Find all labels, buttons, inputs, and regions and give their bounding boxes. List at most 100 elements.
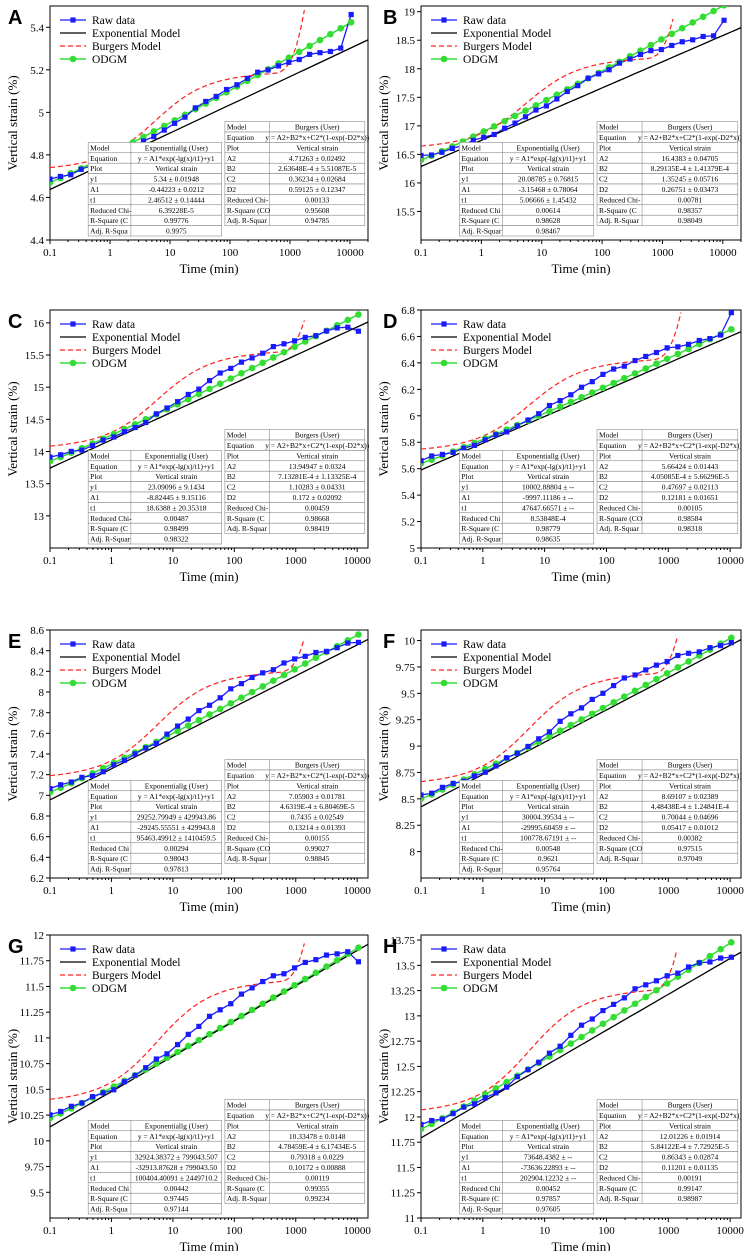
legend-raw-marker	[70, 321, 76, 327]
table-key: B2	[227, 1142, 236, 1151]
table-key: Adj. R-Squar	[461, 865, 502, 874]
table-key: Adj. R-Squar	[90, 865, 131, 874]
x-tick-label: 1000	[657, 555, 680, 567]
table-key: R-Square (CO	[599, 844, 643, 853]
table-value: 10002.88804 ± --	[522, 483, 575, 492]
table-value: 0.36234 ± 0.02684	[289, 175, 346, 184]
burgers-table: Model Burgers (User) Equation y = A2+B2*x+C…	[224, 429, 370, 534]
table-value: Vertical strain	[527, 164, 569, 173]
exponential-table: Model Exponentiallg (User) Equation y = A1*…	[459, 1120, 595, 1215]
odgm-point	[259, 359, 266, 367]
y-tick-label: 6.6	[30, 832, 44, 844]
table-value: Burgers (User)	[668, 1101, 713, 1110]
table-value: Vertical strain	[296, 781, 338, 790]
table-key: Model	[227, 431, 247, 440]
table-key: R-Square (C	[90, 1194, 128, 1203]
table-key: R-Square (C	[227, 514, 265, 523]
raw-data-point	[710, 33, 717, 39]
odgm-point	[184, 722, 192, 729]
table-value: 0.00155	[305, 833, 330, 842]
raw-data-point	[461, 445, 467, 451]
raw-data-point	[718, 955, 724, 961]
raw-data-point	[132, 751, 138, 757]
raw-data-point	[175, 399, 181, 405]
raw-data-point	[600, 690, 606, 696]
odgm-point	[668, 30, 676, 38]
odgm-point	[216, 1024, 224, 1032]
y-axis-label: Vertical strain (%)	[376, 75, 391, 170]
x-tick-label: 10	[164, 247, 176, 259]
exponential-table: Model Exponentiallg (User) Equation y = A1*…	[459, 142, 595, 237]
table-value: 0.05417 ± 0.01012	[662, 823, 719, 832]
table-key: A1	[461, 185, 470, 194]
odgm-point	[421, 156, 425, 164]
table-key: Model	[90, 1121, 110, 1130]
raw-data-point	[669, 42, 675, 49]
raw-data-point	[153, 411, 159, 417]
panel-h: H 11 11.25 11.5 11.75 12 12.25 12.5 12.75 13 13.25…	[376, 934, 744, 1251]
raw-data-point	[696, 960, 702, 966]
raw-data-point	[58, 452, 64, 458]
raw-data-point	[206, 1013, 213, 1019]
table-key: C2	[599, 175, 608, 184]
x-tick-label: 10	[539, 885, 551, 897]
raw-data-point	[323, 328, 330, 334]
table-value: 0.00105	[678, 503, 703, 512]
raw-data-point	[151, 133, 157, 140]
table-value: Exponentiallg (User)	[145, 781, 209, 790]
legend-label: Burgers Model	[92, 970, 161, 982]
x-tick-label: 1	[109, 555, 115, 567]
odgm-point	[710, 7, 717, 15]
raw-data-point	[260, 670, 266, 676]
raw-data-point	[621, 995, 627, 1001]
table-key: y1	[461, 175, 469, 184]
raw-data-point	[643, 667, 649, 673]
odgm-point	[621, 1007, 628, 1014]
table-key: Adj. R-Squar	[461, 1205, 502, 1214]
raw-data-point	[578, 384, 585, 390]
x-tick-label: 1	[109, 1225, 115, 1237]
raw-data-point	[270, 973, 276, 979]
table-key: Adj. R-Squa	[90, 1205, 128, 1214]
table-value: 0.172 ± 0.02092	[293, 493, 342, 502]
table-key: A1	[90, 1163, 99, 1172]
legend-odgm-marker	[440, 679, 448, 687]
x-axis-label: Time (min)	[179, 1239, 238, 1251]
y-tick-label: 16	[404, 178, 416, 190]
y-tick-label: 6.4	[30, 852, 44, 864]
table-value: 0.97857	[536, 1194, 561, 1203]
table-key: D2	[227, 823, 236, 832]
legend-label: Burgers Model	[463, 345, 532, 357]
y-tick-label: 10	[404, 636, 416, 648]
y-tick-label: 5.8	[401, 437, 415, 449]
raw-data-point	[255, 69, 261, 75]
y-tick-label: 13.5	[396, 960, 416, 972]
raw-data-point	[685, 964, 692, 970]
raw-data-point	[238, 681, 245, 687]
raw-data-point	[213, 93, 219, 100]
raw-data-point	[554, 96, 560, 102]
raw-data-point	[707, 959, 713, 965]
table-key: D2	[227, 1163, 236, 1172]
y-axis-label: Vertical strain (%)	[376, 706, 391, 801]
odgm-point	[295, 48, 303, 56]
raw-data-point	[50, 176, 53, 182]
table-value: Vertical strain	[155, 472, 197, 481]
table-key: B2	[599, 802, 608, 811]
raw-data-point	[234, 82, 240, 88]
raw-data-point	[450, 449, 456, 456]
legend-label: Burgers Model	[463, 970, 532, 982]
raw-data-point	[302, 653, 308, 659]
raw-data-point	[238, 991, 245, 997]
y-tick-label: 11.5	[396, 1162, 415, 1174]
table-value: Exponentiallg (User)	[145, 1121, 209, 1130]
odgm-point	[301, 660, 309, 667]
table-row	[87, 533, 222, 545]
raw-data-point	[302, 959, 308, 966]
table-key: R-Square (C	[90, 854, 128, 863]
raw-data-point	[121, 757, 128, 763]
odgm-point	[588, 389, 596, 396]
panel-letter: G	[8, 936, 24, 958]
table-value: 47647.66571 ± --	[522, 503, 575, 512]
x-tick-label: 1	[480, 1225, 486, 1237]
